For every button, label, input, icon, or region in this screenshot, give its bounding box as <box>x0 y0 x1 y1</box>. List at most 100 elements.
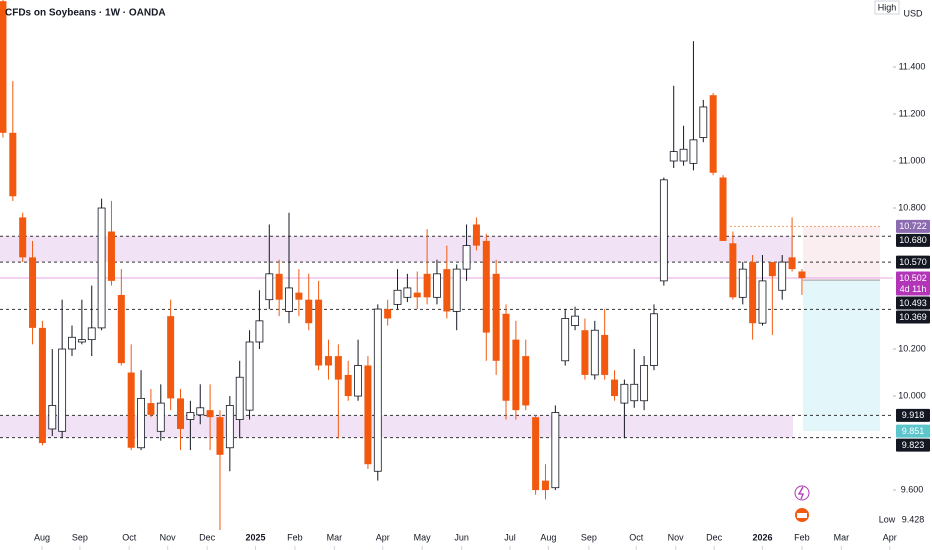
event-icon-glyph <box>797 513 807 518</box>
price-label-box <box>896 233 930 247</box>
candle-body <box>206 410 214 418</box>
candle-body <box>68 336 76 350</box>
price-label-box <box>896 438 930 452</box>
candle-body <box>77 339 86 343</box>
candle-body <box>699 106 708 138</box>
x-tick-label: Feb <box>794 532 810 542</box>
price-label-box <box>896 219 930 233</box>
candle-body <box>393 289 402 305</box>
candle-body <box>107 231 115 281</box>
x-tick-label: May <box>414 532 432 542</box>
x-tick-label: Dec <box>706 532 723 542</box>
candle-body <box>719 177 727 241</box>
alert-icon[interactable] <box>794 485 810 501</box>
candle-body <box>9 132 17 197</box>
candle-body <box>265 273 274 301</box>
x-tick-label: Aug <box>34 532 50 542</box>
x-tick-label: Nov <box>160 532 177 542</box>
candle-body <box>285 287 293 312</box>
x-tick-label: Jun <box>454 532 469 542</box>
price-label-box <box>896 271 930 296</box>
price-label: 9.851 <box>902 426 925 436</box>
candle-body <box>147 403 155 415</box>
candle-body <box>403 287 412 298</box>
candle-body <box>177 398 185 429</box>
candle-body <box>709 95 717 173</box>
projection-target-area <box>802 280 880 432</box>
candle-body <box>48 405 57 430</box>
candle-body <box>620 383 629 404</box>
y-tick-label: 11.200 <box>899 108 926 118</box>
candle-body <box>679 148 688 162</box>
candle-body <box>443 269 451 312</box>
candle-body <box>19 217 27 258</box>
x-tick-label: Mar <box>834 532 850 542</box>
price-label-box <box>896 408 930 422</box>
price-label-box <box>896 296 930 310</box>
candle-body <box>689 139 698 164</box>
candle-body <box>758 280 767 324</box>
candle-body <box>127 372 135 448</box>
x-tick-label: Oct <box>122 532 137 542</box>
chart-title: CFDs on Soybeans · 1W · OANDA <box>5 8 166 19</box>
candle-body <box>611 379 619 397</box>
high-label: High <box>878 2 897 12</box>
low-value: 9.428 <box>902 514 925 524</box>
candle-body <box>235 376 244 420</box>
y-tick-label: 10.200 <box>898 343 926 353</box>
candle-body <box>196 407 205 416</box>
candle-body <box>601 334 609 375</box>
x-tick-label: Feb <box>287 532 303 542</box>
candle-body <box>315 299 323 366</box>
candle-body <box>58 348 67 432</box>
low-label: Low <box>879 514 896 524</box>
candle-body <box>650 313 658 366</box>
candle-body <box>216 417 224 455</box>
candle-body <box>482 240 490 333</box>
candle-body <box>532 417 540 491</box>
candle-body <box>117 294 125 364</box>
candle-body <box>502 313 510 401</box>
candle-body <box>669 151 678 162</box>
price-label-box <box>896 255 930 269</box>
candle-body <box>630 383 639 402</box>
candle-body <box>364 365 372 465</box>
price-label: 9.823 <box>902 440 925 450</box>
price-label: 10.493 <box>899 298 927 308</box>
candle-body <box>225 405 234 449</box>
price-label: 10.570 <box>899 257 927 267</box>
price-label-box <box>896 310 930 324</box>
x-tick-label: 2026 <box>752 532 772 542</box>
candle-body <box>492 273 500 361</box>
candle-body <box>97 207 106 329</box>
x-tick-label: Sep <box>581 532 597 542</box>
price-label: 9.918 <box>902 410 925 420</box>
price-label: 10.680 <box>899 235 927 245</box>
candle-body <box>788 257 796 270</box>
candle-body <box>186 412 195 420</box>
x-tick-label: 2025 <box>245 532 265 542</box>
candle-body <box>334 356 342 380</box>
candle-body <box>167 316 175 399</box>
zone <box>0 415 793 438</box>
candle-body <box>729 243 737 298</box>
price-label: 10.502 <box>899 273 927 283</box>
candle-body <box>778 261 787 291</box>
candle-body <box>749 262 757 324</box>
y-tick-label: 11.000 <box>899 155 926 165</box>
x-tick-label: Jul <box>504 532 516 542</box>
price-label: 10.722 <box>899 221 927 231</box>
x-tick-label: Dec <box>199 532 216 542</box>
label-layer: CFDs on Soybeans · 1W · OANDA High USD L… <box>5 0 930 550</box>
candle-body <box>561 318 570 362</box>
candle-body <box>38 327 46 444</box>
candle-body <box>768 262 776 277</box>
y-tick-label: 10.800 <box>898 202 926 212</box>
candle-body <box>384 309 392 319</box>
candle-body <box>354 365 362 397</box>
high-badge <box>874 0 900 15</box>
candle-body <box>137 397 145 449</box>
x-tick-label: Apr <box>883 532 897 542</box>
candle-body <box>255 320 264 343</box>
candle-body <box>472 224 480 246</box>
